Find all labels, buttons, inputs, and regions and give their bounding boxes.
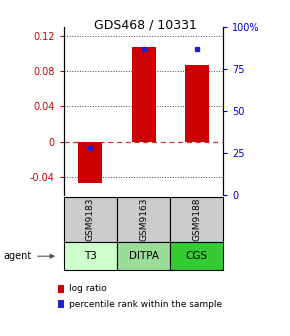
Text: agent: agent [3,251,31,261]
Text: GSM9188: GSM9188 [192,198,201,241]
Text: GSM9163: GSM9163 [139,198,148,241]
Text: T3: T3 [84,251,97,261]
Bar [132,47,155,142]
Text: CGS: CGS [186,251,208,261]
Text: log ratio: log ratio [69,285,106,293]
Bar [78,142,102,182]
Text: percentile rank within the sample: percentile rank within the sample [69,300,222,308]
Text: DITPA: DITPA [128,251,159,261]
Text: GDS468 / 10331: GDS468 / 10331 [94,18,196,32]
Text: GSM9183: GSM9183 [86,198,95,241]
Bar [185,65,209,142]
